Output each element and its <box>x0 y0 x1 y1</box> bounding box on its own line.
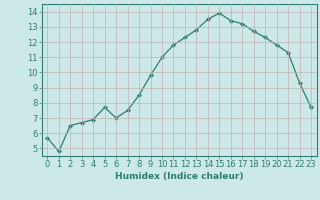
X-axis label: Humidex (Indice chaleur): Humidex (Indice chaleur) <box>115 172 244 181</box>
